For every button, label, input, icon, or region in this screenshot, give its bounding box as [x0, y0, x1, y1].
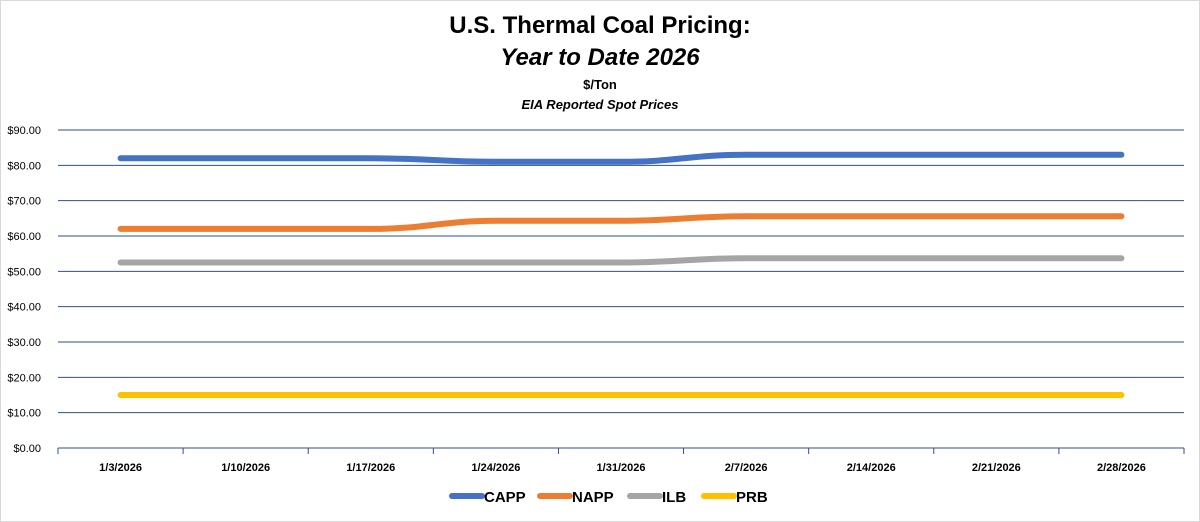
series-line-ilb	[117, 255, 1125, 266]
legend-label-prb: PRB	[736, 489, 768, 506]
x-tick-label: 1/3/2026	[99, 462, 142, 474]
y-tick-label: $0.00	[13, 443, 41, 455]
x-tick-label: 2/7/2026	[725, 462, 768, 474]
unit-label: $/Ton	[583, 77, 617, 92]
source-label: EIA Reported Spot Prices	[521, 97, 679, 112]
x-tick-label: 1/24/2026	[471, 462, 520, 474]
series-line-capp	[117, 151, 1125, 165]
x-tick-label: 2/21/2026	[972, 462, 1021, 474]
legend-label-capp: CAPP	[484, 489, 526, 506]
series-line-napp	[117, 213, 1125, 232]
x-tick-label: 1/31/2026	[597, 462, 646, 474]
chart-title: U.S. Thermal Coal Pricing:	[449, 12, 751, 39]
y-tick-label: $10.00	[7, 408, 41, 420]
y-tick-label: $40.00	[7, 302, 41, 314]
y-tick-label: $90.00	[7, 125, 41, 137]
y-tick-label: $30.00	[7, 337, 41, 349]
y-tick-label: $50.00	[7, 266, 41, 278]
legend-label-ilb: ILB	[662, 489, 686, 506]
y-tick-label: $70.00	[7, 196, 41, 208]
x-tick-label: 2/28/2026	[1097, 462, 1146, 474]
y-tick-label: $80.00	[7, 160, 41, 172]
x-tick-label: 1/17/2026	[346, 462, 395, 474]
x-tick-label: 1/10/2026	[221, 462, 270, 474]
y-tick-label: $60.00	[7, 231, 41, 243]
y-tick-label: $20.00	[7, 372, 41, 384]
chart-subtitle: Year to Date 2026	[500, 44, 700, 71]
legend-label-napp: NAPP	[572, 489, 614, 506]
x-tick-label: 2/14/2026	[847, 462, 896, 474]
